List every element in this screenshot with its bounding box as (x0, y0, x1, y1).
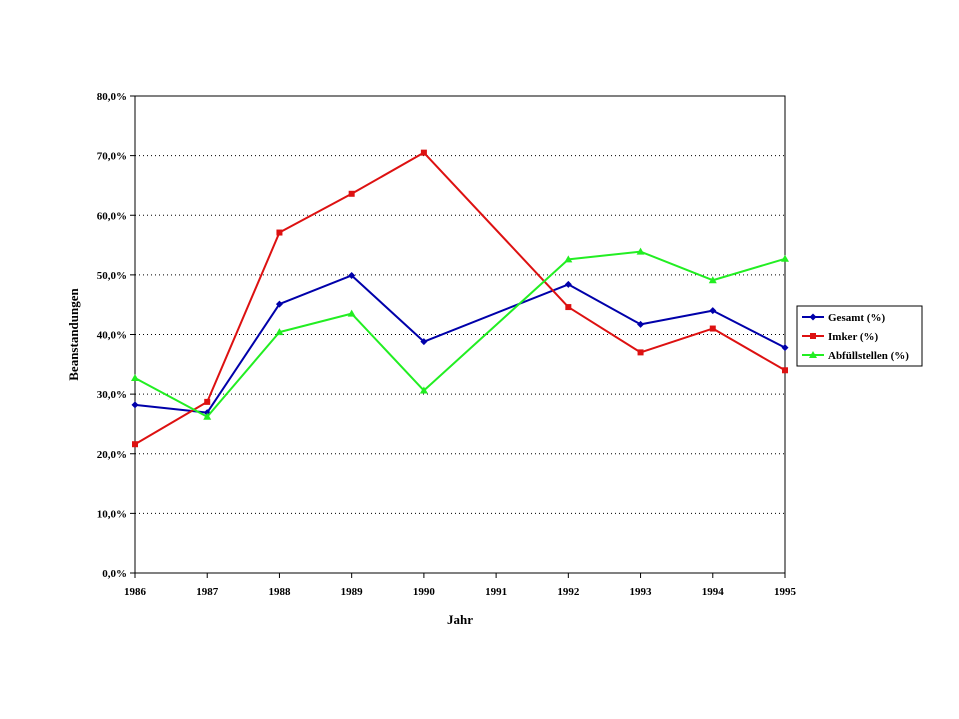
series-0-point-6 (564, 280, 572, 288)
y-tick-label: 70,0% (97, 151, 127, 163)
legend-label: Abfüllstellen (%) (828, 350, 909, 362)
x-tick-label: 1995 (774, 586, 797, 598)
legend-label: Gesamt (%) (828, 312, 885, 324)
y-tick-label: 30,0% (97, 389, 127, 401)
series-1-point-2 (276, 229, 283, 236)
x-tick-label: 1986 (124, 586, 147, 598)
series-0-point-3 (348, 271, 356, 279)
y-tick-label: 60,0% (97, 210, 127, 222)
series-1-point-0 (132, 441, 138, 448)
series-2-point-3 (347, 309, 356, 317)
x-tick-label: 1989 (341, 586, 364, 598)
y-tick-label: 50,0% (97, 270, 127, 282)
legend-marker-2 (809, 351, 817, 358)
series-1-point-1 (204, 398, 211, 405)
series-1-point-6 (565, 304, 572, 311)
x-tick-label: 1993 (630, 586, 653, 598)
y-axis-title: Beanstandungen (66, 287, 81, 380)
x-tick-label: 1990 (413, 586, 436, 598)
series-1-point-9 (782, 367, 788, 374)
y-tick-label: 20,0% (97, 449, 127, 461)
series-1-point-8 (709, 325, 716, 332)
x-tick-label: 1988 (268, 586, 291, 598)
x-tick-label: 1991 (485, 586, 507, 598)
legend-label: Imker (%) (828, 331, 879, 343)
series-0-point-9 (781, 344, 789, 352)
series-0-point-0 (131, 401, 139, 409)
y-tick-label: 10,0% (97, 508, 127, 520)
series-line-1 (134, 151, 786, 446)
x-tick-label: 1992 (557, 586, 580, 598)
x-tick-label: 1994 (702, 586, 725, 598)
series-2-point-8 (708, 276, 717, 284)
y-tick-label: 40,0% (97, 330, 127, 342)
series-2-point-6 (564, 255, 573, 263)
series-1-point-4 (420, 149, 427, 156)
x-axis-title: Jahr (447, 612, 473, 627)
series-2-point-0 (131, 374, 139, 382)
series-2-point-4 (419, 386, 428, 394)
y-tick-label: 0,0% (102, 568, 127, 580)
series-2-point-2 (275, 328, 284, 336)
series-2-point-9 (781, 254, 789, 262)
series-1-point-7 (637, 349, 644, 356)
series-0-point-8 (709, 307, 717, 315)
y-tick-label: 80,0% (97, 91, 127, 103)
series-2-point-7 (636, 247, 645, 255)
series-1-point-3 (348, 190, 355, 197)
legend-marker-1 (810, 333, 816, 339)
series-2-point-1 (203, 412, 212, 420)
x-tick-label: 1987 (196, 586, 219, 598)
series-0-point-2 (275, 300, 283, 308)
series-0-point-7 (637, 320, 645, 328)
legend-marker-0 (809, 313, 817, 321)
series-0-point-4 (420, 338, 428, 346)
